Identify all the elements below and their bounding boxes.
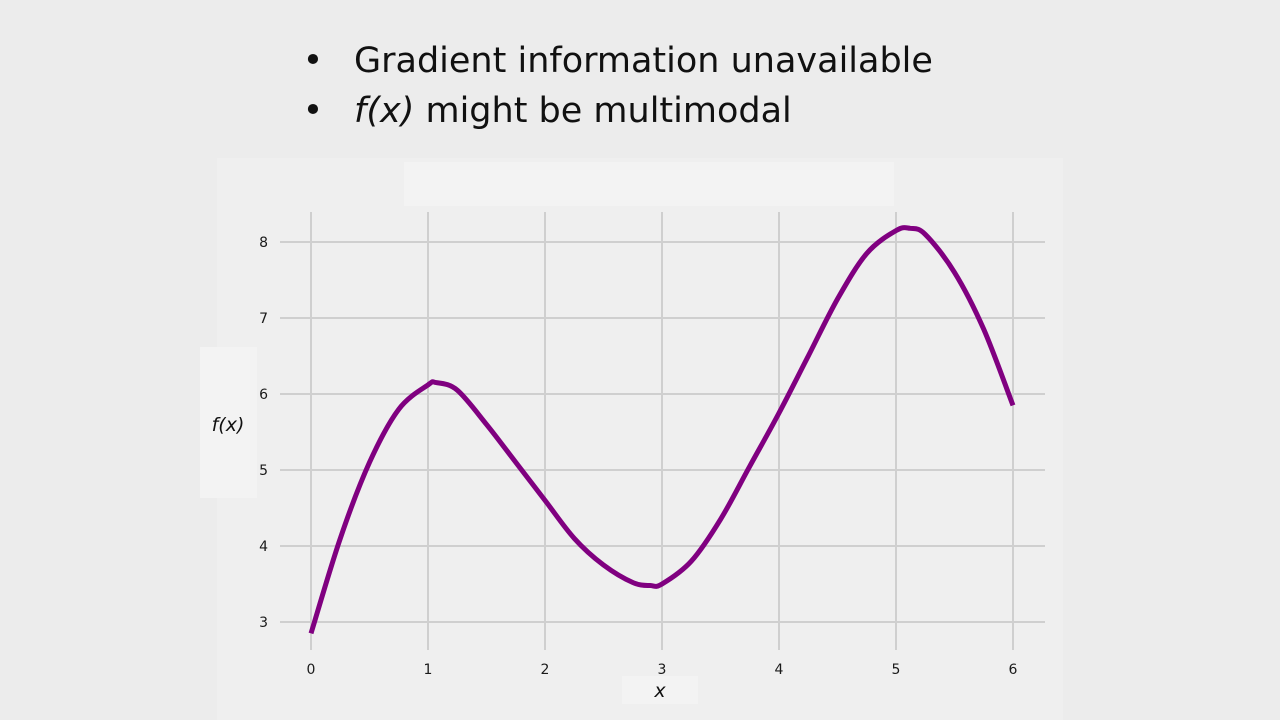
x-tick-label: 3 <box>658 662 667 678</box>
bullet-text: might be multimodal <box>414 91 792 131</box>
y-tick-label: 5 <box>259 463 268 479</box>
x-tick-label: 5 <box>892 662 901 678</box>
bullet-item: • f(x) might be multimodal <box>300 86 933 136</box>
bullet-dot: • <box>302 91 324 131</box>
y-tick-label: 6 <box>259 387 268 403</box>
x-tick-label: 0 <box>307 662 316 678</box>
y-axis-label: f(x) <box>212 414 245 436</box>
grid <box>280 212 1045 650</box>
y-tick-label: 7 <box>259 311 268 327</box>
y-tick-label: 4 <box>259 539 268 555</box>
bullet-list: • Gradient information unavailable • f(x) … <box>300 36 933 136</box>
y-tick-label: 8 <box>259 235 268 251</box>
y-tick-label: 3 <box>259 615 268 631</box>
x-axis-label-box <box>622 676 698 704</box>
bullet-item: • Gradient information unavailable <box>300 36 933 86</box>
plot-panel <box>217 158 1063 720</box>
x-tick-label: 2 <box>541 662 550 678</box>
y-axis-label-box <box>200 347 257 498</box>
x-axis-label: x <box>653 680 666 702</box>
x-tick-label: 6 <box>1009 662 1018 678</box>
series <box>308 225 1016 635</box>
x-tick-label: 4 <box>775 662 784 678</box>
bullet-italic-text: f(x) <box>354 91 415 131</box>
tick-labels: 0 1 2 3 4 5 6 3 4 5 6 7 8 <box>259 235 1017 678</box>
bullet-dot: • <box>302 41 324 81</box>
series-line <box>308 225 1016 635</box>
bullet-text: Gradient information unavailable <box>354 41 933 81</box>
x-tick-label: 1 <box>424 662 433 678</box>
chart-title-placeholder <box>404 162 894 206</box>
